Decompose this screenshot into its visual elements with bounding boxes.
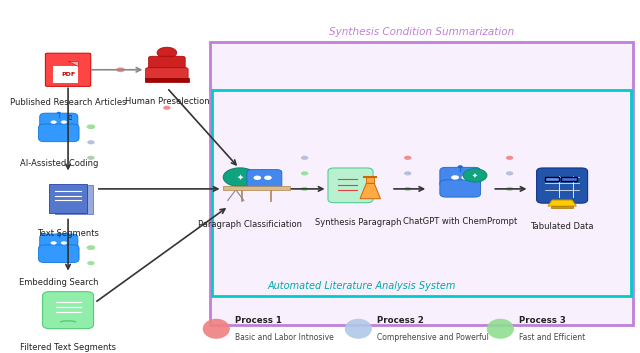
Polygon shape [360, 183, 380, 199]
FancyBboxPatch shape [43, 292, 93, 329]
Circle shape [301, 156, 308, 160]
Circle shape [57, 112, 61, 114]
Circle shape [463, 169, 487, 182]
FancyBboxPatch shape [52, 66, 78, 83]
Text: ✦: ✦ [236, 173, 243, 182]
Text: Comprehensive and Powerful: Comprehensive and Powerful [377, 333, 489, 342]
Text: Fast and Efficient: Fast and Efficient [519, 333, 585, 342]
FancyBboxPatch shape [328, 168, 373, 203]
Text: Process 3: Process 3 [519, 316, 566, 325]
Text: ✦: ✦ [472, 172, 478, 178]
FancyBboxPatch shape [146, 68, 188, 81]
Circle shape [86, 124, 95, 129]
Circle shape [223, 168, 257, 187]
Polygon shape [68, 61, 78, 66]
Circle shape [87, 140, 95, 144]
FancyBboxPatch shape [55, 185, 93, 214]
Text: Human Preselection: Human Preselection [125, 97, 209, 106]
Circle shape [404, 156, 412, 160]
Circle shape [163, 106, 171, 110]
Text: Automated Literature Analysis System: Automated Literature Analysis System [268, 281, 456, 292]
Text: Published Research Articles: Published Research Articles [10, 98, 126, 107]
Polygon shape [548, 200, 576, 206]
FancyBboxPatch shape [40, 234, 78, 252]
FancyBboxPatch shape [545, 176, 559, 181]
FancyBboxPatch shape [148, 56, 185, 72]
Ellipse shape [487, 319, 514, 339]
Circle shape [264, 175, 272, 180]
FancyBboxPatch shape [145, 78, 189, 82]
Circle shape [61, 120, 67, 124]
Text: Paragraph Classificiation: Paragraph Classificiation [198, 220, 302, 229]
Text: Process 1: Process 1 [235, 316, 282, 325]
Circle shape [458, 165, 463, 168]
Circle shape [506, 187, 513, 191]
Circle shape [506, 171, 513, 175]
Circle shape [157, 47, 177, 58]
Circle shape [86, 245, 95, 250]
FancyBboxPatch shape [49, 184, 88, 213]
Text: ChatGPT with ChemPrompt: ChatGPT with ChemPrompt [403, 217, 517, 226]
Circle shape [301, 187, 308, 191]
Circle shape [87, 261, 95, 265]
Circle shape [61, 241, 67, 245]
Text: Text Segments: Text Segments [37, 229, 99, 238]
FancyBboxPatch shape [223, 186, 290, 191]
Circle shape [87, 156, 95, 160]
Circle shape [451, 175, 459, 180]
Text: Process 2: Process 2 [377, 316, 424, 325]
Circle shape [116, 67, 125, 72]
Ellipse shape [345, 319, 372, 339]
Circle shape [253, 175, 261, 180]
FancyBboxPatch shape [45, 53, 91, 86]
Circle shape [51, 241, 57, 245]
Circle shape [57, 233, 61, 235]
Text: Synthesis Condition Summarization: Synthesis Condition Summarization [330, 27, 515, 37]
Text: Tabulated Data: Tabulated Data [531, 222, 594, 231]
FancyBboxPatch shape [38, 245, 79, 263]
Circle shape [404, 171, 412, 175]
FancyBboxPatch shape [551, 206, 573, 208]
Ellipse shape [203, 319, 230, 339]
FancyBboxPatch shape [40, 113, 78, 131]
Text: Basic and Labor Intnosive: Basic and Labor Intnosive [235, 333, 333, 342]
FancyBboxPatch shape [440, 167, 481, 187]
FancyBboxPatch shape [247, 169, 282, 188]
FancyBboxPatch shape [366, 176, 374, 183]
Text: Filtered Text Segments: Filtered Text Segments [20, 342, 116, 352]
Text: 🐍: 🐍 [69, 115, 72, 120]
FancyBboxPatch shape [536, 168, 588, 203]
Circle shape [506, 156, 513, 160]
Text: PDF: PDF [61, 72, 75, 77]
Circle shape [301, 171, 308, 175]
Circle shape [461, 175, 469, 180]
FancyBboxPatch shape [440, 180, 481, 197]
FancyBboxPatch shape [38, 124, 79, 142]
Circle shape [51, 120, 57, 124]
Text: Embedding Search: Embedding Search [19, 278, 99, 287]
FancyBboxPatch shape [210, 42, 633, 325]
Text: AI-Assisted Coding: AI-Assisted Coding [20, 158, 98, 168]
FancyBboxPatch shape [561, 176, 577, 181]
Text: Synthesis Paragraph: Synthesis Paragraph [315, 218, 401, 227]
Circle shape [404, 187, 412, 191]
